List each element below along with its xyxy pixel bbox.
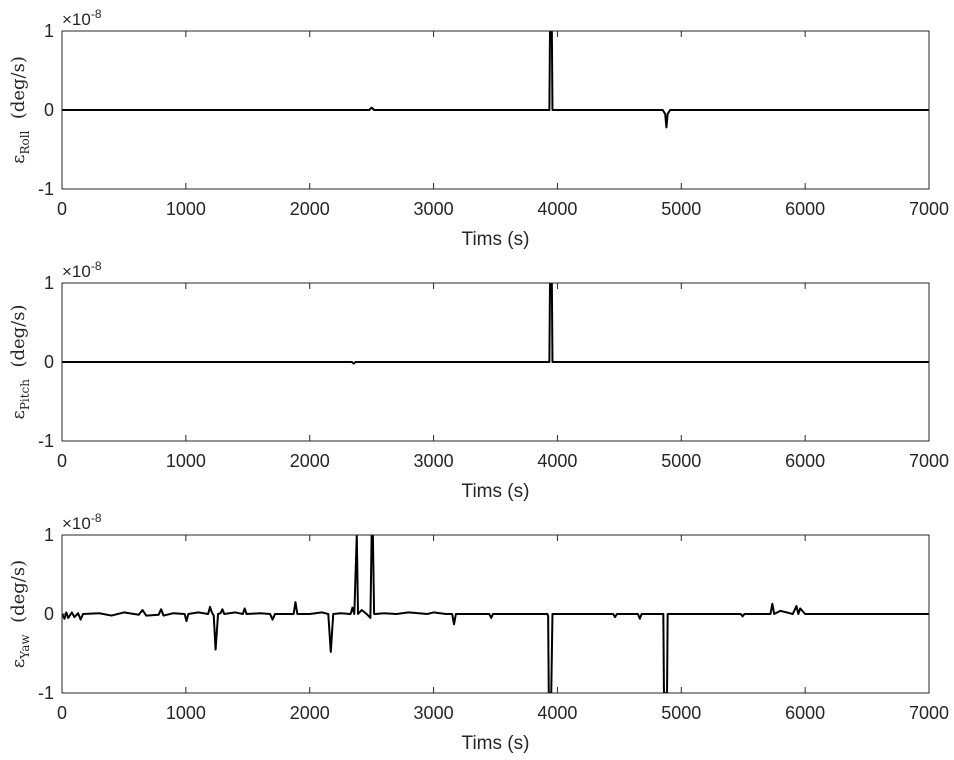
y-tick-label: -1 — [38, 179, 54, 199]
y-axis-label: εRoll (deg/s) — [8, 56, 32, 164]
y-tick-label: -1 — [38, 431, 54, 451]
y-tick-label: 0 — [44, 352, 54, 372]
x-tick-label: 4000 — [537, 703, 577, 723]
x-tick-label: 7000 — [909, 199, 949, 219]
x-tick-label: 4000 — [537, 199, 577, 219]
series-line — [62, 535, 929, 693]
x-tick-label: 1000 — [166, 451, 206, 471]
x-tick-label: 0 — [57, 199, 67, 219]
series-line — [62, 283, 929, 365]
axes-frame — [61, 534, 930, 694]
x-tick-label: 1000 — [166, 199, 206, 219]
x-tick-label: 0 — [57, 703, 67, 723]
y-axis-label: εYaw (deg/s) — [8, 560, 32, 668]
y-tick-label: 1 — [44, 273, 54, 293]
x-tick-label: 6000 — [785, 703, 825, 723]
x-tick-label: 2000 — [290, 451, 330, 471]
x-tick-label: 5000 — [661, 451, 701, 471]
y-exponent-label: ×10-8 — [62, 7, 102, 29]
x-tick-label: 2000 — [290, 199, 330, 219]
x-tick-label: 1000 — [166, 703, 206, 723]
y-exponent-label: ×10-8 — [62, 511, 102, 533]
axes-frame — [61, 30, 930, 190]
x-tick-label: 7000 — [909, 451, 949, 471]
x-tick-label: 0 — [57, 451, 67, 471]
y-tick-label: 0 — [44, 100, 54, 120]
x-tick-label: 6000 — [785, 451, 825, 471]
x-axis-label: Tims (s) — [462, 733, 530, 754]
y-exponent-label: ×10-8 — [62, 259, 102, 281]
subplot-1: 0 1000 2000 3000 4000 5000 6000 7000-101×10-8Ti… — [8, 7, 949, 250]
x-tick-label: 5000 — [661, 199, 701, 219]
x-tick-label: 5000 — [661, 703, 701, 723]
series-line — [62, 31, 929, 129]
subplot-2: 0 1000 2000 3000 4000 5000 6000 7000-101×10-8Ti… — [8, 259, 949, 502]
x-tick-label: 3000 — [414, 199, 454, 219]
y-axis-label: εPitch (deg/s) — [8, 304, 32, 419]
subplot-3: 0 1000 2000 3000 4000 5000 6000 7000-101×10-8Ti… — [8, 511, 949, 754]
x-axis-label: Tims (s) — [462, 481, 530, 502]
axes-frame — [61, 282, 930, 442]
x-tick-label: 6000 — [785, 199, 825, 219]
y-tick-label: 1 — [44, 21, 54, 41]
x-axis-label: Tims (s) — [462, 229, 530, 250]
x-tick-label: 3000 — [414, 703, 454, 723]
x-tick-label: 2000 — [290, 703, 330, 723]
x-tick-label: 3000 — [414, 451, 454, 471]
x-tick-label: 4000 — [537, 451, 577, 471]
y-tick-label: 0 — [44, 604, 54, 624]
y-tick-label: -1 — [38, 683, 54, 703]
y-tick-label: 1 — [44, 525, 54, 545]
x-tick-label: 7000 — [909, 703, 949, 723]
